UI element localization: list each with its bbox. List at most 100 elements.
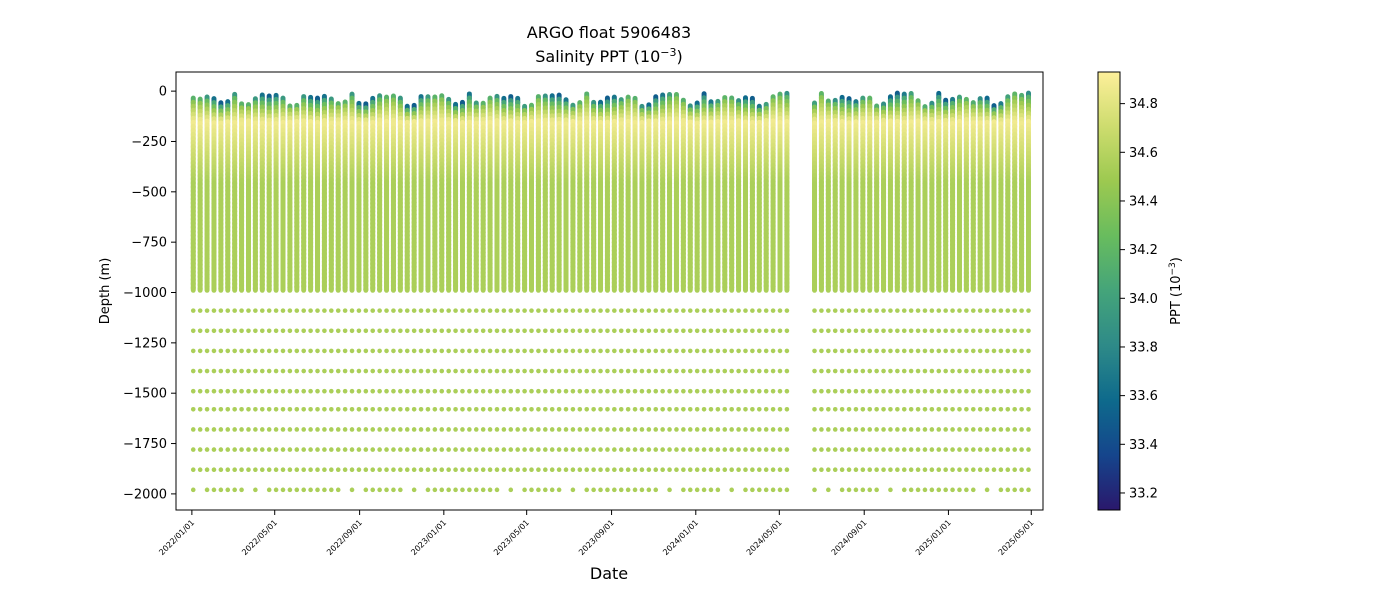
deep-sample: [411, 308, 417, 313]
deep-sample: [190, 447, 196, 452]
chart-subtitle-close: ): [677, 47, 683, 66]
deep-sample: [618, 487, 624, 493]
deep-sample: [398, 368, 403, 374]
deep-sample: [232, 388, 237, 394]
deep-sample: [342, 348, 348, 354]
deep-sample: [404, 328, 410, 334]
deep-sample: [218, 308, 224, 313]
deep-sample: [729, 328, 734, 334]
deep-sample: [639, 467, 645, 473]
deep-sample: [432, 328, 438, 334]
deep-sample: [467, 328, 472, 334]
deep-sample: [494, 328, 500, 334]
deep-sample: [494, 348, 500, 354]
deep-sample: [246, 288, 251, 293]
deep-sample: [460, 388, 465, 394]
deep-sample: [743, 288, 748, 293]
deep-sample: [494, 427, 500, 432]
deep-sample: [253, 368, 258, 374]
deep-sample: [453, 348, 458, 354]
deep-sample: [425, 348, 431, 354]
deep-sample: [715, 348, 721, 354]
deep-sample: [287, 308, 293, 313]
deep-sample: [411, 447, 417, 452]
deep-sample: [308, 447, 313, 452]
deep-sample: [432, 427, 438, 432]
profile: [356, 100, 362, 473]
deep-sample: [605, 388, 610, 394]
deep-sample: [439, 447, 445, 452]
deep-sample: [743, 368, 748, 374]
deep-sample: [391, 487, 396, 493]
deep-sample: [612, 447, 617, 452]
deep-sample: [377, 447, 382, 452]
deep-sample: [197, 447, 203, 452]
deep-sample: [391, 467, 396, 473]
deep-sample: [522, 487, 527, 493]
deep-sample: [446, 288, 451, 293]
deep-sample: [398, 348, 403, 354]
deep-sample: [763, 407, 769, 412]
deep-sample: [543, 447, 548, 452]
deep-sample: [715, 487, 721, 493]
deep-sample: [529, 288, 534, 293]
deep-sample: [667, 447, 672, 452]
deep-sample: [536, 308, 541, 313]
deep-sample: [439, 427, 445, 432]
profile: [370, 95, 376, 493]
deep-sample: [356, 467, 362, 473]
deep-sample: [384, 487, 389, 493]
profile: [280, 95, 286, 493]
deep-sample: [708, 407, 714, 412]
deep-sample: [536, 368, 541, 374]
deep-sample: [743, 407, 748, 412]
deep-sample: [246, 407, 251, 412]
deep-sample: [591, 368, 596, 374]
deep-sample: [432, 388, 438, 394]
deep-sample: [536, 447, 541, 452]
deep-sample: [411, 328, 417, 334]
deep-sample: [618, 407, 624, 412]
deep-sample: [556, 447, 562, 452]
deep-sample: [736, 407, 741, 412]
deep-sample: [225, 288, 231, 293]
deep-sample: [211, 288, 217, 293]
deep-sample: [563, 467, 569, 473]
deep-sample: [370, 368, 376, 374]
deep-sample: [612, 288, 617, 293]
deep-sample: [473, 407, 479, 412]
deep-sample: [625, 487, 631, 493]
profile: [480, 100, 486, 493]
deep-sample: [453, 407, 458, 412]
profile: [439, 93, 445, 493]
deep-sample: [584, 467, 590, 473]
deep-sample: [543, 308, 548, 313]
deep-sample: [411, 348, 417, 354]
deep-sample: [418, 328, 424, 334]
deep-sample: [639, 288, 645, 293]
deep-sample: [253, 348, 258, 354]
deep-sample: [432, 467, 438, 473]
deep-sample: [266, 388, 272, 394]
deep-sample: [667, 427, 672, 432]
deep-sample: [287, 487, 293, 493]
deep-sample: [660, 447, 665, 452]
deep-sample: [190, 487, 196, 493]
deep-sample: [398, 388, 403, 394]
deep-sample: [418, 427, 424, 432]
deep-sample: [391, 308, 396, 313]
deep-sample: [370, 288, 376, 293]
deep-sample: [736, 348, 741, 354]
deep-sample: [584, 388, 590, 394]
deep-sample: [577, 388, 583, 394]
deep-sample: [453, 328, 458, 334]
deep-sample: [612, 368, 617, 374]
deep-sample: [653, 348, 659, 354]
deep-sample: [612, 308, 617, 313]
deep-sample: [687, 328, 693, 334]
deep-sample: [653, 447, 659, 452]
deep-sample: [460, 427, 465, 432]
profile: [321, 93, 327, 493]
deep-sample: [197, 328, 203, 334]
deep-sample: [246, 447, 251, 452]
